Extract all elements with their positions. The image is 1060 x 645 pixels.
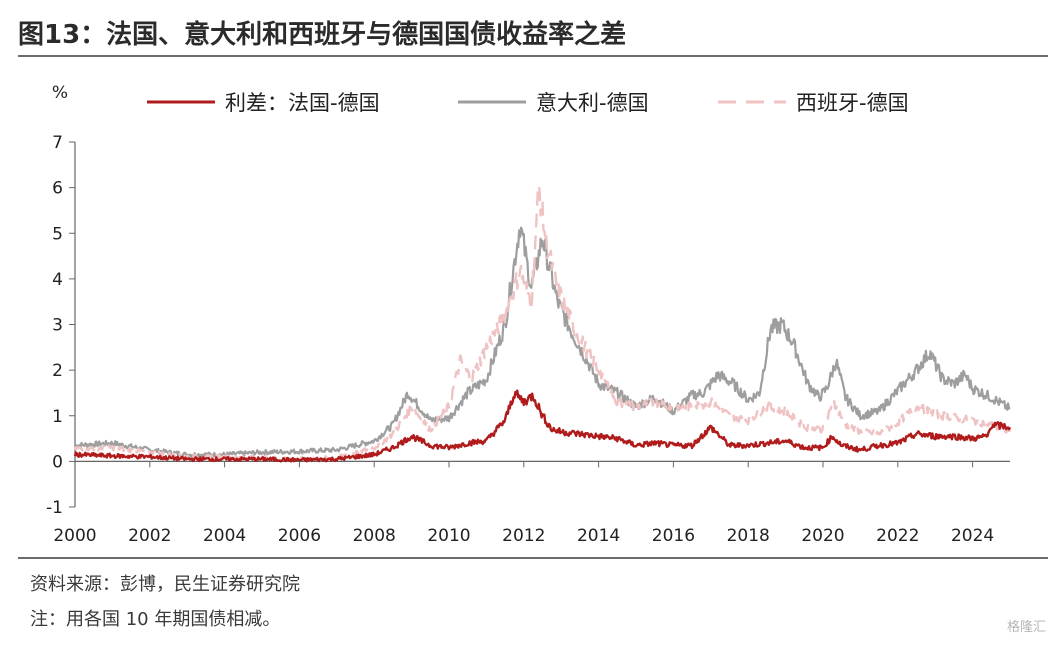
y-axis-unit-label: %	[52, 83, 68, 103]
chart-legend: 利差：法国-德国 意大利-德国 西班牙-德国	[147, 91, 909, 115]
series-line-1	[74, 226, 1011, 458]
line-chart: -1 0 1 2 3 4 5 6 7% 2000 2002 2004 2006 2008 2010 2012 2…	[46, 83, 1012, 546]
x-tick-label: 2016	[652, 526, 695, 546]
x-tick-label: 2010	[427, 526, 470, 546]
y-tick-label: 6	[52, 179, 63, 199]
x-tick-label: 2022	[876, 526, 919, 546]
y-tick-label: -1	[46, 498, 63, 518]
method-note: 注：用各国 10 年期国债相减。	[30, 609, 281, 630]
footer-divider	[18, 557, 1048, 559]
chart-title: 图13：法国、意大利和西班牙与德国国债收益率之差	[18, 20, 627, 50]
source-note: 资料来源：彭博，民生证券研究院	[30, 574, 300, 595]
title-divider	[18, 55, 1048, 57]
y-tick-label: 3	[52, 316, 63, 336]
series-line-2	[73, 184, 1011, 462]
y-tick-label: 2	[52, 361, 63, 381]
legend-label-0: 利差：法国-德国	[225, 91, 380, 115]
x-tick-label: 2006	[278, 526, 321, 546]
x-tick-label: 2018	[727, 526, 770, 546]
x-tick-label: 2000	[53, 526, 96, 546]
x-tick-label: 2002	[128, 526, 171, 546]
y-tick-label: 5	[52, 224, 63, 244]
watermark: 格隆汇	[1006, 620, 1046, 635]
legend-label-2: 西班牙-德国	[796, 91, 909, 115]
y-tick-label: 1	[52, 407, 63, 427]
x-tick-label: 2014	[577, 526, 620, 546]
x-tick-label: 2012	[502, 526, 545, 546]
y-tick-label: 7	[52, 133, 63, 153]
y-tick-label: 0	[52, 452, 63, 472]
chart-series-group	[73, 184, 1012, 463]
x-tick-label: 2004	[203, 526, 246, 546]
x-tick-label: 2024	[951, 526, 994, 546]
legend-label-1: 意大利-德国	[536, 91, 649, 115]
x-tick-label: 2008	[353, 526, 396, 546]
y-tick-label: 4	[52, 270, 63, 290]
chart-axes: -1 0 1 2 3 4 5 6 7% 2000 2002 2004 2006 2008 2010 2012 2…	[46, 83, 1010, 546]
x-tick-label: 2020	[801, 526, 844, 546]
series-line-0	[73, 389, 1012, 463]
